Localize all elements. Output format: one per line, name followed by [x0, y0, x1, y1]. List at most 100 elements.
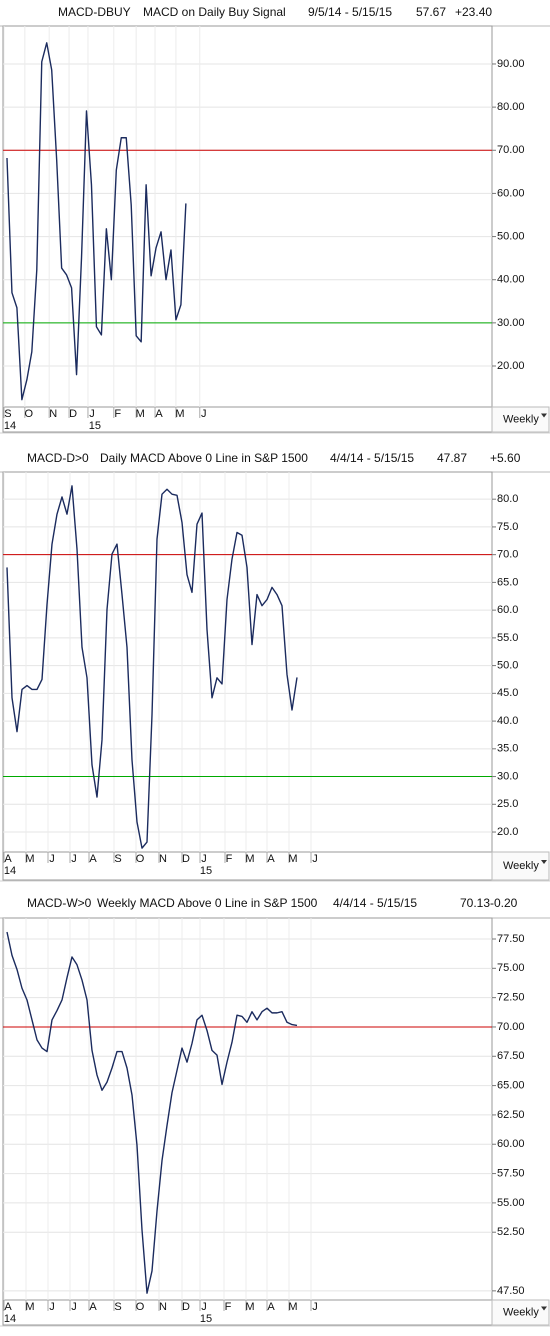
header-date-range: 4/4/14 - 5/15/15 [333, 896, 417, 910]
y-tick-label: 57.50 [497, 1167, 525, 1179]
y-tick-label: 47.50 [497, 1285, 525, 1297]
year-label: 14 [4, 1313, 16, 1325]
year-label: 14 [4, 865, 16, 877]
header-symbol: MACD-D>0 [27, 451, 89, 465]
period-selector[interactable] [491, 851, 550, 881]
y-tick-label: 55.0 [497, 632, 518, 644]
x-tick-label: J [201, 1301, 207, 1313]
year-label: 15 [89, 420, 101, 432]
x-tick-label: S [114, 853, 121, 865]
plot-area [2, 471, 493, 853]
header-title: Weekly MACD Above 0 Line in S&P 1500 [97, 896, 318, 910]
y-tick-label: 67.50 [497, 1050, 525, 1062]
y-tick-label: 62.50 [497, 1109, 525, 1121]
x-tick-label: M [175, 408, 184, 420]
period-label[interactable]: Weekly [503, 1306, 539, 1318]
y-tick-label: 75.00 [497, 962, 525, 974]
x-tick-label: J [71, 853, 77, 865]
header-title: Daily MACD Above 0 Line in S&P 1500 [100, 451, 308, 465]
y-tick-label: 30.00 [497, 317, 525, 329]
x-tick-label: D [182, 1301, 190, 1313]
header-bar [0, 0, 550, 26]
x-tick-label: F [225, 1301, 232, 1313]
period-selector[interactable] [491, 1299, 550, 1326]
x-tick-label: J [312, 1301, 318, 1313]
header-bar [0, 892, 550, 918]
header-symbol: MACD-W>0 [27, 896, 92, 910]
plot-area [2, 25, 493, 408]
y-tick-label: 90.00 [497, 58, 525, 70]
x-tick-label: A [89, 1301, 97, 1313]
y-tick-label: 60.00 [497, 187, 525, 199]
x-tick-label: J [49, 1301, 55, 1313]
y-tick-label: 60.0 [497, 604, 518, 616]
period-selector[interactable] [491, 406, 550, 433]
header-last: 70.13 [460, 896, 490, 910]
x-tick-label: M [288, 853, 297, 865]
dropdown-arrow[interactable] [541, 1306, 547, 1311]
data-line [6, 42, 187, 401]
x-axis-strip [2, 406, 493, 433]
x-tick-label: O [25, 408, 34, 420]
x-tick-label: S [4, 408, 11, 420]
data-line [6, 931, 298, 1294]
x-tick-label: N [159, 853, 167, 865]
y-tick-label: 60.00 [497, 1138, 525, 1150]
header-change: +23.40 [455, 5, 492, 19]
year-label: 15 [200, 1313, 212, 1325]
dropdown-arrow[interactable] [541, 860, 547, 864]
year-label: 15 [200, 865, 212, 877]
y-tick-label: 70.00 [497, 1021, 525, 1033]
x-tick-label: J [312, 853, 318, 865]
y-tick-label: 25.0 [497, 798, 518, 810]
x-tick-label: J [71, 1301, 77, 1313]
x-tick-label: O [136, 853, 145, 865]
header-last: 47.87 [437, 451, 467, 465]
header-last: 57.67 [416, 5, 446, 19]
period-label[interactable]: Weekly [503, 413, 539, 425]
header-symbol: MACD-DBUY [58, 5, 131, 19]
y-tick-label: 50.00 [497, 230, 525, 242]
y-tick-label: 52.50 [497, 1226, 525, 1238]
plot-area [2, 917, 493, 1301]
y-tick-label: 35.0 [497, 743, 518, 755]
x-tick-label: A [267, 853, 275, 865]
x-tick-label: A [155, 408, 163, 420]
y-tick-label: 80.0 [497, 493, 518, 505]
x-tick-label: A [267, 1301, 275, 1313]
x-tick-label: J [49, 853, 55, 865]
x-tick-label: M [245, 1301, 254, 1313]
x-axis-strip [2, 1299, 493, 1326]
header-date-range: 9/5/14 - 5/15/15 [308, 5, 392, 19]
x-tick-label: A [89, 853, 97, 865]
y-tick-label: 65.0 [497, 576, 518, 588]
y-tick-label: 65.00 [497, 1080, 525, 1092]
y-tick-label: 70.00 [497, 144, 525, 156]
y-tick-label: 77.50 [497, 933, 525, 945]
header-bar [0, 446, 550, 472]
x-tick-label: F [114, 408, 121, 420]
y-tick-label: 72.50 [497, 992, 525, 1004]
header-change: -0.20 [490, 896, 518, 910]
x-tick-label: M [288, 1301, 297, 1313]
x-tick-label: F [226, 853, 233, 865]
y-tick-label: 75.0 [497, 521, 518, 533]
x-tick-label: M [136, 408, 145, 420]
y-tick-label: 55.00 [497, 1197, 525, 1209]
x-tick-label: D [69, 408, 77, 420]
dropdown-arrow[interactable] [541, 413, 547, 418]
y-tick-label: 70.0 [497, 549, 518, 561]
header-change: +5.60 [490, 451, 521, 465]
x-tick-label: M [25, 1301, 34, 1313]
header-title: MACD on Daily Buy Signal [143, 5, 286, 19]
x-tick-label: J [89, 408, 95, 420]
x-tick-label: S [114, 1301, 121, 1313]
period-label[interactable]: Weekly [503, 860, 539, 872]
year-label: 14 [4, 420, 16, 432]
y-tick-label: 40.00 [497, 274, 525, 286]
y-tick-label: 50.0 [497, 660, 518, 672]
y-tick-label: 45.0 [497, 687, 518, 699]
data-line [6, 485, 298, 849]
x-tick-label: J [201, 853, 207, 865]
